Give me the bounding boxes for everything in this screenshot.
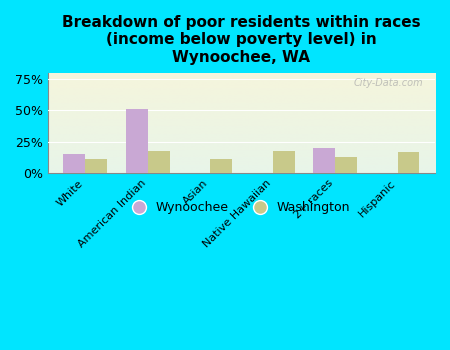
Bar [86,159,107,173]
Bar [210,159,232,173]
Bar [397,152,419,173]
Bar [313,148,335,173]
Bar [148,150,170,173]
Legend: Wynoochee, Washington: Wynoochee, Washington [128,196,355,219]
Bar [63,154,86,173]
Bar [126,109,148,173]
Text: City-Data.com: City-Data.com [354,78,423,88]
Bar [273,150,294,173]
Title: Breakdown of poor residents within races
(income below poverty level) in
Wynooch: Breakdown of poor residents within races… [62,15,421,65]
Bar [335,157,357,173]
